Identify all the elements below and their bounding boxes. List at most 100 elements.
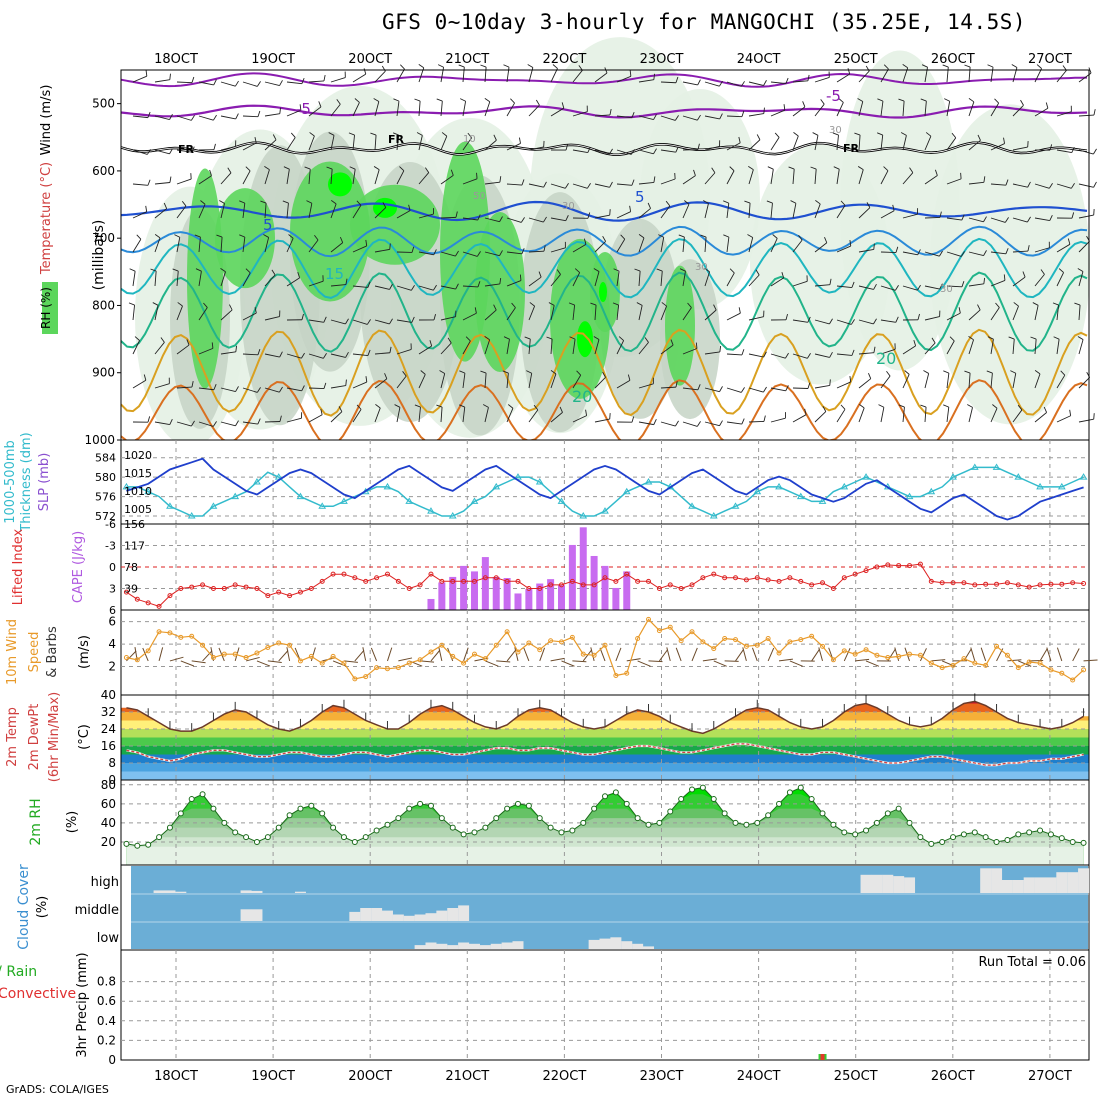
wind-barb	[440, 285, 456, 290]
wind-barb	[572, 305, 576, 321]
wind-barb-flag	[279, 351, 283, 358]
wind-barb	[176, 81, 193, 84]
wind-barb-flag	[638, 234, 645, 239]
rh-tick-label: 80	[101, 778, 116, 792]
wind-barb	[242, 312, 257, 321]
wind-barb	[396, 407, 401, 423]
wind-barb	[924, 251, 940, 257]
rh-point	[493, 815, 500, 822]
lifted-index-point	[200, 582, 206, 588]
wind-barb-flag	[1088, 67, 1092, 74]
cloud-bar	[490, 943, 502, 949]
wind-barb	[462, 178, 478, 185]
wind-barb	[990, 307, 1000, 321]
wind-barb-flag	[482, 404, 489, 408]
wind-barb-flag	[593, 268, 600, 272]
lifted-index-point	[700, 575, 706, 581]
temperature-mask	[121, 695, 1089, 734]
wind-barb	[594, 183, 610, 188]
wind-barb	[154, 342, 165, 355]
thickness-point	[905, 492, 914, 500]
wind-barb	[1056, 415, 1071, 423]
wind-barb-flag	[447, 337, 452, 344]
lifted-index-point	[450, 578, 456, 584]
wind-barb-flag	[154, 234, 161, 239]
wind-barb	[198, 421, 214, 427]
wind-barb	[616, 238, 626, 253]
wind-barb	[748, 203, 751, 219]
wind-barb-flag	[892, 204, 895, 211]
wind-barb	[418, 101, 421, 117]
rh-point	[177, 810, 184, 817]
wind-barb	[550, 247, 566, 253]
wind-barb-flag	[502, 370, 509, 374]
cape-bar	[612, 587, 620, 610]
wind-barb-flag	[257, 418, 261, 425]
wind-barb-flag	[909, 167, 914, 173]
surface-wind-barb	[818, 647, 824, 662]
wind-barb-flag	[847, 68, 851, 75]
temp-minmax-label: (6hr Min/Max)	[47, 692, 62, 782]
cloud-bar	[240, 909, 252, 921]
wind-barb-flag	[450, 169, 454, 176]
cape-bar	[547, 579, 555, 610]
wind-speed-point	[896, 653, 902, 659]
cloud-bar	[436, 910, 448, 921]
wind-barb-flag	[565, 215, 569, 221]
wind-barb	[880, 101, 884, 117]
wind-speed-point	[471, 651, 477, 657]
wind-barb	[506, 183, 522, 186]
wind-barb	[176, 271, 179, 287]
rh-point	[699, 784, 706, 791]
wind-barb	[836, 135, 839, 151]
wind-speed-point	[558, 639, 564, 645]
cloud-bar	[240, 890, 252, 893]
wind-barb-flag	[943, 404, 949, 408]
pressure-tick-label: 500	[92, 97, 115, 111]
wind-barb-flag	[711, 167, 716, 174]
wind-barb-flag	[279, 107, 281, 114]
wind-barb	[594, 241, 606, 253]
wind-barb-flag	[145, 70, 148, 77]
wind-barb-flag	[678, 234, 685, 238]
lifted-index-point	[210, 586, 216, 591]
temperature-color-band	[121, 729, 1089, 738]
wind-barb	[154, 383, 170, 389]
rh-contour-label: 30	[829, 125, 842, 136]
wind-barb-flag	[1008, 336, 1015, 340]
wind-barb-flag	[653, 176, 656, 183]
wind-barb	[968, 407, 973, 423]
wind-barb	[550, 107, 565, 117]
surface-wind-barb	[496, 660, 511, 663]
surface-wind-barb	[919, 648, 927, 662]
wind-barb	[462, 407, 466, 423]
wind-barb	[484, 373, 487, 389]
wind-barb	[638, 208, 651, 219]
wind-barb-flag	[499, 216, 503, 222]
wind-barb-flag	[741, 110, 745, 117]
rh-point	[656, 819, 663, 826]
wind-barb	[748, 316, 764, 321]
wind-barb	[352, 409, 362, 423]
cloud-bar	[479, 945, 491, 949]
wind-barb	[308, 239, 319, 253]
wind-barb	[1034, 274, 1045, 287]
wind-barb	[1012, 409, 1023, 423]
rh-point	[536, 815, 543, 822]
wind-barb-flag	[944, 98, 950, 102]
rh-point	[721, 810, 728, 817]
wind-barb-flag	[675, 76, 679, 83]
wind-barb-flag	[239, 200, 245, 204]
wind-speed-point	[330, 653, 336, 659]
wind-barb-flag	[949, 336, 955, 342]
wind-barb	[726, 387, 742, 393]
isotherm-label: -5	[296, 100, 311, 118]
rh-tick-label: 60	[101, 797, 116, 811]
wind-barb-flag	[785, 313, 788, 320]
wind-barb-flag	[1074, 302, 1081, 306]
wind-barb	[924, 175, 938, 185]
pressure-tick-label: 700	[92, 231, 115, 245]
wind-barb	[154, 79, 170, 83]
wind-barb-flag	[263, 234, 269, 238]
wind-barb-flag	[1027, 245, 1030, 252]
